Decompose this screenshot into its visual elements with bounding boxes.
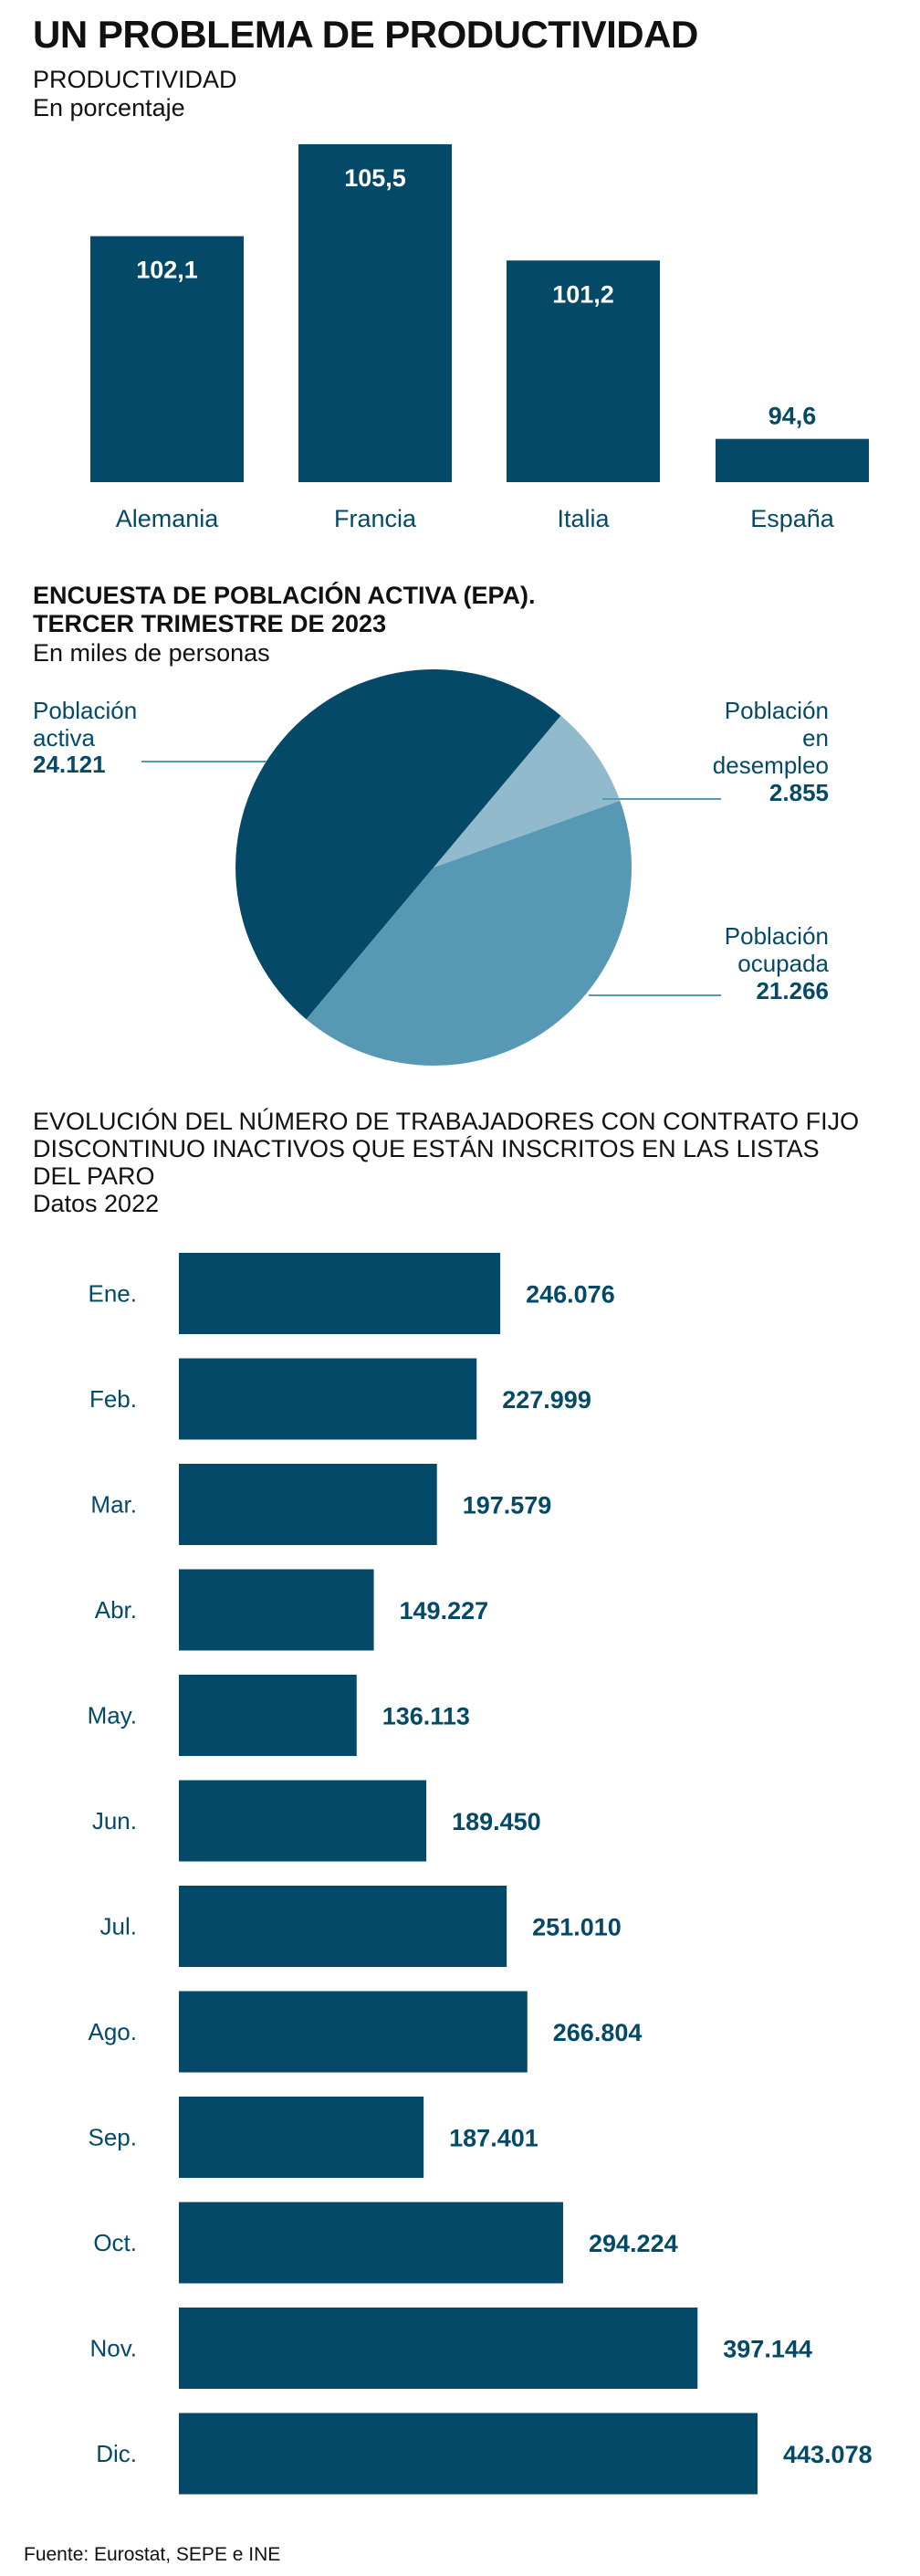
pie-label-desempleo: Población (725, 697, 829, 724)
hbar-category-label: May. (88, 1702, 137, 1730)
hbar-category-label: Jun. (92, 1807, 137, 1835)
hbar-value-label: 266.804 (553, 2019, 643, 2046)
hbar-value-label: 397.144 (723, 2336, 812, 2363)
fijos-chart-subtitle: Datos 2022 (33, 1190, 160, 1217)
bar-value-label: 94,6 (768, 403, 817, 430)
hbar-5 (179, 1780, 427, 1862)
fijos-chart-title-line-1: EVOLUCIÓN DEL NÚMERO DE TRABAJADORES CON… (33, 1108, 860, 1135)
hbar-value-label: 443.078 (783, 2441, 873, 2468)
bar-alemania (90, 236, 244, 482)
hbar-value-label: 197.579 (463, 1492, 552, 1519)
category-label: Italia (557, 505, 610, 532)
hbar-10 (179, 2308, 698, 2389)
productivity-chart-title: PRODUCTIVIDAD (33, 66, 237, 93)
hbar-value-label: 294.224 (589, 2230, 678, 2257)
bar-españa (716, 438, 869, 482)
pie-slice-activa (235, 669, 561, 1020)
hbar-6 (179, 1886, 507, 1967)
hbar-category-label: Feb. (89, 1385, 137, 1413)
bar-value-label: 101,2 (552, 280, 614, 308)
epa-pie-chart: Poblaciónactiva24.121Poblaciónendesemple… (33, 669, 830, 1067)
hbar-0 (179, 1253, 501, 1334)
hbar-8 (179, 2097, 424, 2178)
pie-label-ocupada: ocupada (737, 950, 829, 977)
hbar-2 (179, 1464, 437, 1545)
hbar-11 (179, 2413, 758, 2495)
hbar-category-label: Dic. (96, 2440, 137, 2467)
hbar-category-label: Sep. (89, 2124, 138, 2151)
category-label: España (750, 505, 835, 532)
category-label: Francia (334, 505, 417, 532)
pie-value-ocupada: 21.266 (756, 977, 829, 1004)
pie-label-activa: activa (33, 724, 95, 752)
bar-italia (507, 260, 660, 482)
category-label: Alemania (116, 505, 220, 532)
hbar-category-label: Nov. (89, 2335, 137, 2362)
pie-label-activa: Población (33, 697, 137, 724)
epa-chart-title-line-1: ENCUESTA DE POBLACIÓN ACTIVA (EPA). (33, 582, 536, 609)
hbar-category-label: Ene. (89, 1280, 138, 1308)
bar-value-label: 102,1 (136, 257, 198, 284)
hbar-1 (179, 1358, 477, 1440)
fijos-chart-title-line-3: DEL PARO (33, 1162, 155, 1190)
hbar-category-label: Jul. (100, 1913, 137, 1940)
pie-label-ocupada: Población (725, 922, 829, 950)
hbar-category-label: Ago. (89, 2018, 138, 2045)
hbar-category-label: Abr. (95, 1596, 137, 1624)
hbar-3 (179, 1569, 374, 1651)
productivity-bar-chart: 102,1 Alemania 105,5 Francia 101,2 Italia 94,6… (90, 144, 869, 532)
hbar-7 (179, 1991, 528, 2073)
hbar-value-label: 227.999 (502, 1386, 591, 1414)
hbar-value-label: 189.450 (452, 1808, 541, 1835)
bar-francia (298, 144, 452, 482)
pie-value-desempleo: 2.855 (769, 779, 829, 806)
productivity-chart-subtitle: En porcentaje (33, 94, 185, 121)
hbar-category-label: Mar. (90, 1491, 137, 1519)
page-title: UN PROBLEMA DE PRODUCTIVIDAD (33, 13, 698, 56)
hbar-value-label: 251.010 (532, 1914, 622, 1941)
hbar-9 (179, 2202, 564, 2284)
pie-slice-ocupada (306, 800, 632, 1067)
hbar-value-label: 149.227 (400, 1597, 489, 1624)
fijos-chart-title-line-2: DISCONTINUO INACTIVOS QUE ESTÁN INSCRITO… (33, 1135, 820, 1162)
hbar-value-label: 246.076 (526, 1281, 615, 1309)
pie-value-activa: 24.121 (33, 751, 106, 778)
hbar-value-label: 136.113 (382, 1703, 470, 1730)
hbar-4 (179, 1675, 357, 1756)
bar-value-label: 105,5 (344, 164, 406, 192)
pie-label-desempleo: desempleo (713, 752, 829, 779)
hbar-value-label: 187.401 (449, 2125, 538, 2152)
source-note: Fuente: Eurostat, SEPE e INE (24, 2544, 281, 2565)
pie-slice-desempleo (434, 715, 621, 867)
epa-chart-subtitle: En miles de personas (33, 639, 270, 667)
epa-chart-title-line-2: TERCER TRIMESTRE DE 2023 (33, 610, 387, 637)
hbar-category-label: Oct. (93, 2229, 137, 2256)
pie-label-desempleo: en (802, 724, 829, 752)
